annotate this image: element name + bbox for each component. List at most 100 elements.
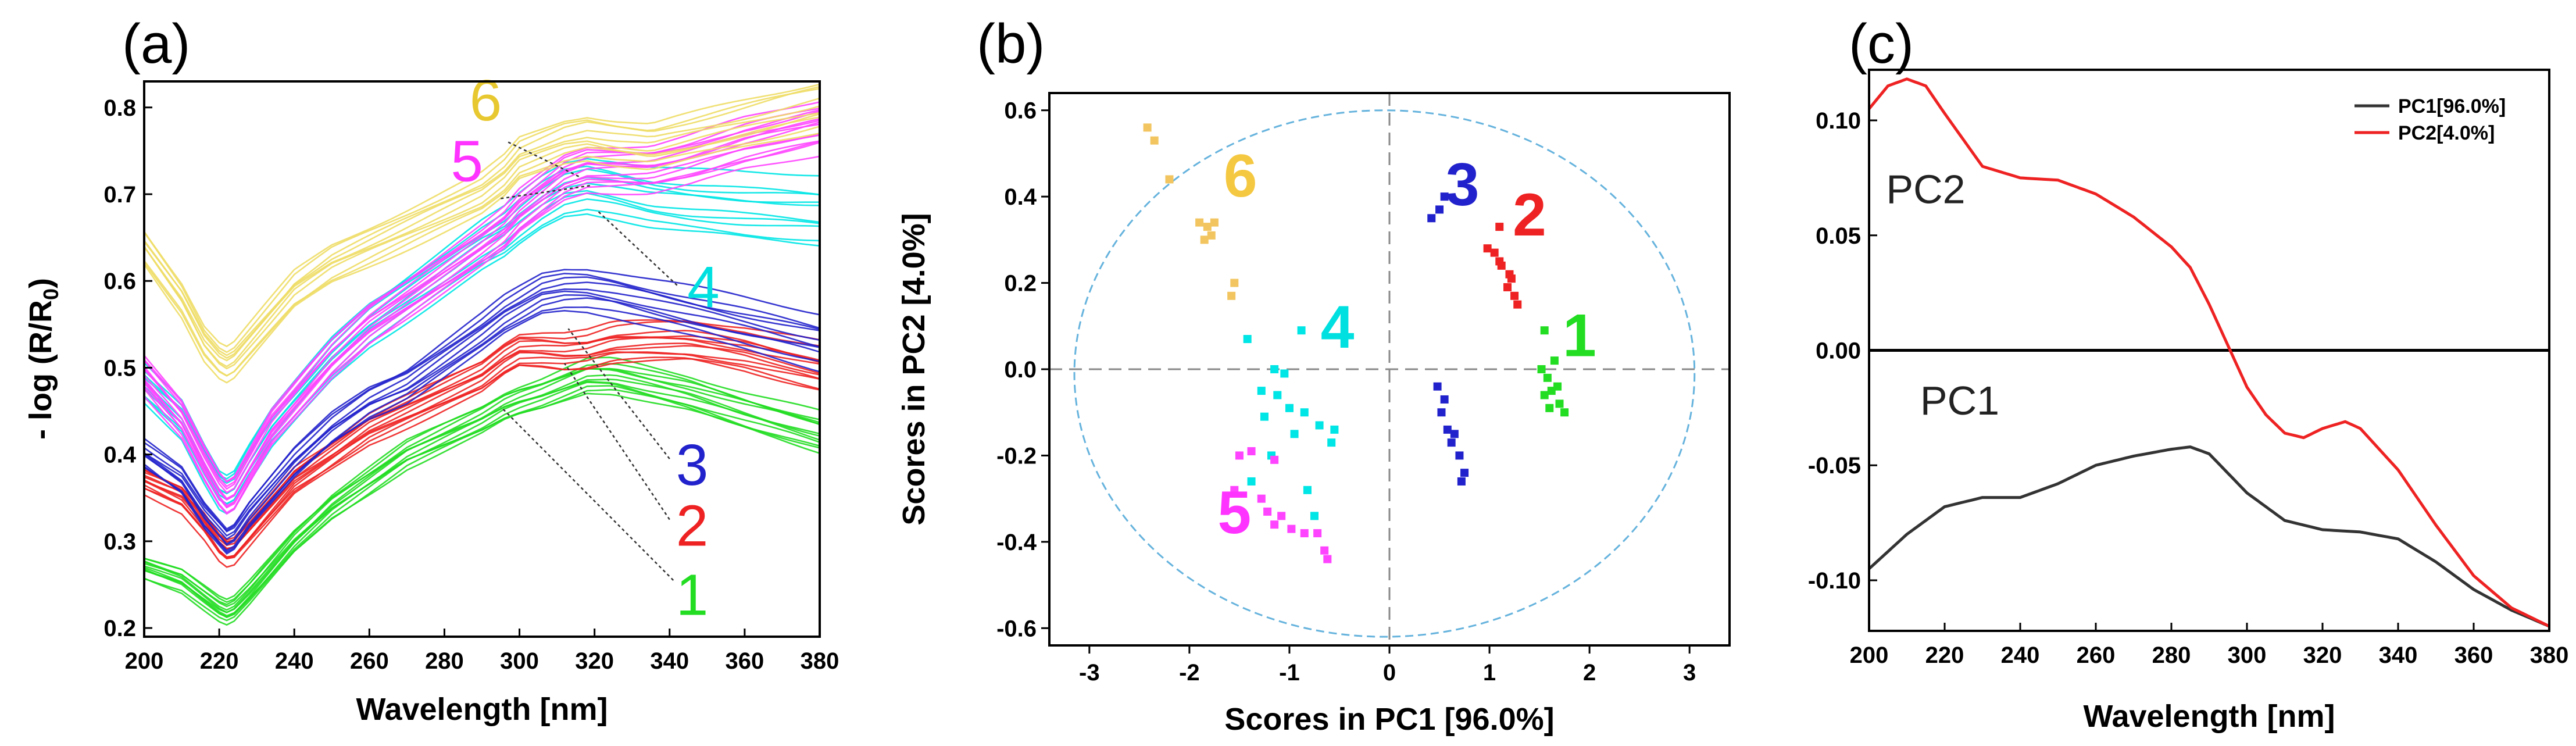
score-point-group-4 <box>1330 425 1339 434</box>
score-point-group-6 <box>1230 279 1239 287</box>
y-tick-label: 0.6 <box>1004 98 1037 124</box>
panel-b-label: (b) <box>977 13 1045 75</box>
leader-line-group-3 <box>567 328 670 459</box>
group-label-2: 2 <box>676 493 709 558</box>
group-label-3: 3 <box>676 433 709 498</box>
spectrum-line-group-5 <box>144 123 820 494</box>
score-point-group-6 <box>1210 218 1219 227</box>
spectrum-line-group-6 <box>144 85 820 359</box>
inline-label-pc1: PC1 <box>1920 378 1999 423</box>
panel-a-annotations: 65 4 321 <box>451 68 719 628</box>
leader-line-group-6 <box>508 141 580 178</box>
x-tick-label: 360 <box>2454 643 2493 668</box>
panel-c-inline-labels: PC1 PC2 <box>1886 166 1999 423</box>
score-point-group-4 <box>1243 335 1252 344</box>
panel-a-y-axis-label: - log (R/R0) <box>23 278 63 440</box>
x-tick-label: 2 <box>1583 660 1596 686</box>
x-tick-label: 380 <box>2530 643 2569 668</box>
score-point-group-3 <box>1447 438 1456 447</box>
score-point-group-6 <box>1200 235 1209 244</box>
score-point-group-2 <box>1490 248 1499 257</box>
score-point-group-4 <box>1300 408 1309 417</box>
score-point-group-3 <box>1440 192 1449 201</box>
x-tick-label: 220 <box>1925 643 1964 668</box>
score-point-group-2 <box>1513 300 1522 309</box>
spectrum-line-group-5 <box>144 155 820 514</box>
score-point-group-4 <box>1273 391 1282 399</box>
score-point-group-2 <box>1495 257 1504 266</box>
y-tick-label: 0.0 <box>1004 357 1037 383</box>
score-point-group-3 <box>1460 469 1469 477</box>
y-tick-label: 0.7 <box>103 182 136 208</box>
panel-a-y-axis-label-main: - log (R/R <box>23 300 58 440</box>
score-point-group-3 <box>1457 477 1466 486</box>
spectrum-line-group-6 <box>144 97 820 356</box>
y-tick-label: 0.8 <box>103 95 136 121</box>
score-point-group-2 <box>1503 283 1512 291</box>
score-point-group-6 <box>1207 231 1216 240</box>
score-point-group-1 <box>1545 404 1554 412</box>
score-point-group-3 <box>1443 425 1452 434</box>
x-tick-label: 220 <box>200 648 239 674</box>
y-tick-label: 0.2 <box>1004 271 1037 297</box>
x-tick-label: 280 <box>2152 643 2191 668</box>
y-tick-label: 0.4 <box>103 442 136 468</box>
score-point-group-4 <box>1285 404 1294 412</box>
score-point-group-4 <box>1310 512 1319 520</box>
score-point-group-2 <box>1510 291 1519 300</box>
inline-label-pc2: PC2 <box>1886 166 1965 212</box>
score-point-group-5 <box>1235 451 1244 460</box>
score-point-group-6 <box>1227 291 1236 300</box>
spectrum-line-group-4 <box>144 165 820 477</box>
panel-b-y-ticks: -0.6 -0.4 -0.2 0.0 0.2 0.4 0.6 <box>996 98 1049 641</box>
spectrum-line-group-6 <box>144 126 820 377</box>
panel-c-y-ticks: -0.10 -0.05 0.00 0.05 0.10 <box>1808 108 1877 594</box>
score-point-group-6 <box>1165 175 1174 184</box>
score-point-group-5 <box>1320 546 1329 555</box>
spectrum-line-group-2 <box>144 351 820 558</box>
score-point-group-3 <box>1450 430 1459 438</box>
score-point-group-2 <box>1483 244 1492 253</box>
score-point-group-3 <box>1437 408 1446 417</box>
score-point-group-3 <box>1433 382 1442 391</box>
x-tick-label: 240 <box>2001 643 2040 668</box>
score-point-group-4 <box>1270 365 1279 373</box>
score-point-group-1 <box>1540 326 1549 335</box>
y-tick-label: 0.5 <box>103 355 136 381</box>
x-tick-label: 340 <box>2379 643 2418 668</box>
panel-c-x-axis-label: Wavelength [nm] <box>2083 699 2335 734</box>
x-tick-label: 3 <box>1683 660 1696 686</box>
x-tick-label: -2 <box>1179 660 1200 686</box>
y-tick-label: 0.4 <box>1004 184 1037 210</box>
panel-a-spectra <box>144 83 820 626</box>
score-point-group-1 <box>1543 373 1552 382</box>
score-point-group-4 <box>1260 412 1269 421</box>
x-tick-label: 340 <box>650 648 689 674</box>
spectrum-line-group-1 <box>144 368 820 613</box>
score-point-group-5 <box>1323 555 1332 563</box>
panel-a-y-ticks: 0.2 0.3 0.4 0.5 0.6 0.7 0.8 <box>103 95 152 641</box>
spectrum-line-group-6 <box>144 132 820 384</box>
panel-a-y-axis-label-close: ) <box>23 278 58 288</box>
series-line-pc2 <box>1869 77 2549 628</box>
x-tick-label: 0 <box>1383 660 1396 686</box>
score-point-group-4 <box>1290 430 1299 438</box>
score-point-group-2 <box>1507 274 1516 283</box>
score-point-group-1 <box>1555 399 1564 408</box>
y-tick-label: 0.3 <box>103 529 136 555</box>
score-point-group-5 <box>1313 529 1322 538</box>
spectrum-line-group-1 <box>144 385 820 617</box>
spectrum-line-group-5 <box>144 109 820 483</box>
spectrum-line-group-2 <box>144 358 820 568</box>
score-point-group-5 <box>1277 512 1286 520</box>
score-point-group-2 <box>1495 223 1504 231</box>
spectrum-line-group-2 <box>144 335 820 549</box>
panel-a-x-ticks: 200 220 240 260 280 300 320 340 360 380 <box>125 629 839 674</box>
panel-a-y-axis-label-sub: 0 <box>39 288 63 300</box>
score-point-group-4 <box>1297 326 1306 335</box>
x-tick-label: 260 <box>350 648 389 674</box>
y-tick-label: -0.2 <box>996 443 1037 469</box>
y-tick-label: -0.05 <box>1808 453 1861 479</box>
spectrum-line-group-6 <box>144 112 820 367</box>
